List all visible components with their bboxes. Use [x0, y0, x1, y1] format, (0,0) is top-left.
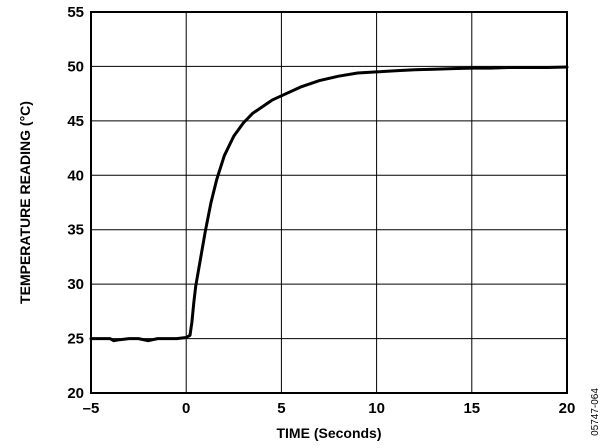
y-tick-label-6: 50: [67, 58, 84, 75]
x-tick-label-4: 15: [463, 400, 480, 417]
x-tick-label-2: 5: [277, 400, 285, 417]
y-tick-label-7: 55: [67, 4, 84, 21]
plot-area-frame: [90, 11, 568, 394]
x-tick-label-0: –5: [83, 400, 100, 417]
x-tick-labels: –5 0 5 10 15 20: [83, 400, 576, 417]
y-tick-label-0: 20: [67, 385, 84, 402]
y-tick-label-5: 45: [67, 113, 84, 130]
x-axis-label: TIME (Seconds): [276, 425, 381, 441]
y-axis-label: TEMPERATURE READING (°C): [17, 101, 33, 304]
series-layer: [89, 65, 569, 343]
series-line-0: [89, 65, 569, 343]
y-tick-label-4: 40: [67, 167, 84, 184]
x-tick-label-3: 10: [368, 400, 385, 417]
y-tick-label-1: 25: [67, 331, 84, 348]
y-tick-label-2: 30: [67, 276, 84, 293]
figure-id: 05747-064: [590, 388, 601, 436]
y-tick-labels: 20 25 30 35 40 45 50 55: [67, 4, 84, 402]
x-tick-label-1: 0: [182, 400, 190, 417]
x-tick-label-5: 20: [559, 400, 576, 417]
y-tick-label-3: 35: [67, 222, 84, 239]
